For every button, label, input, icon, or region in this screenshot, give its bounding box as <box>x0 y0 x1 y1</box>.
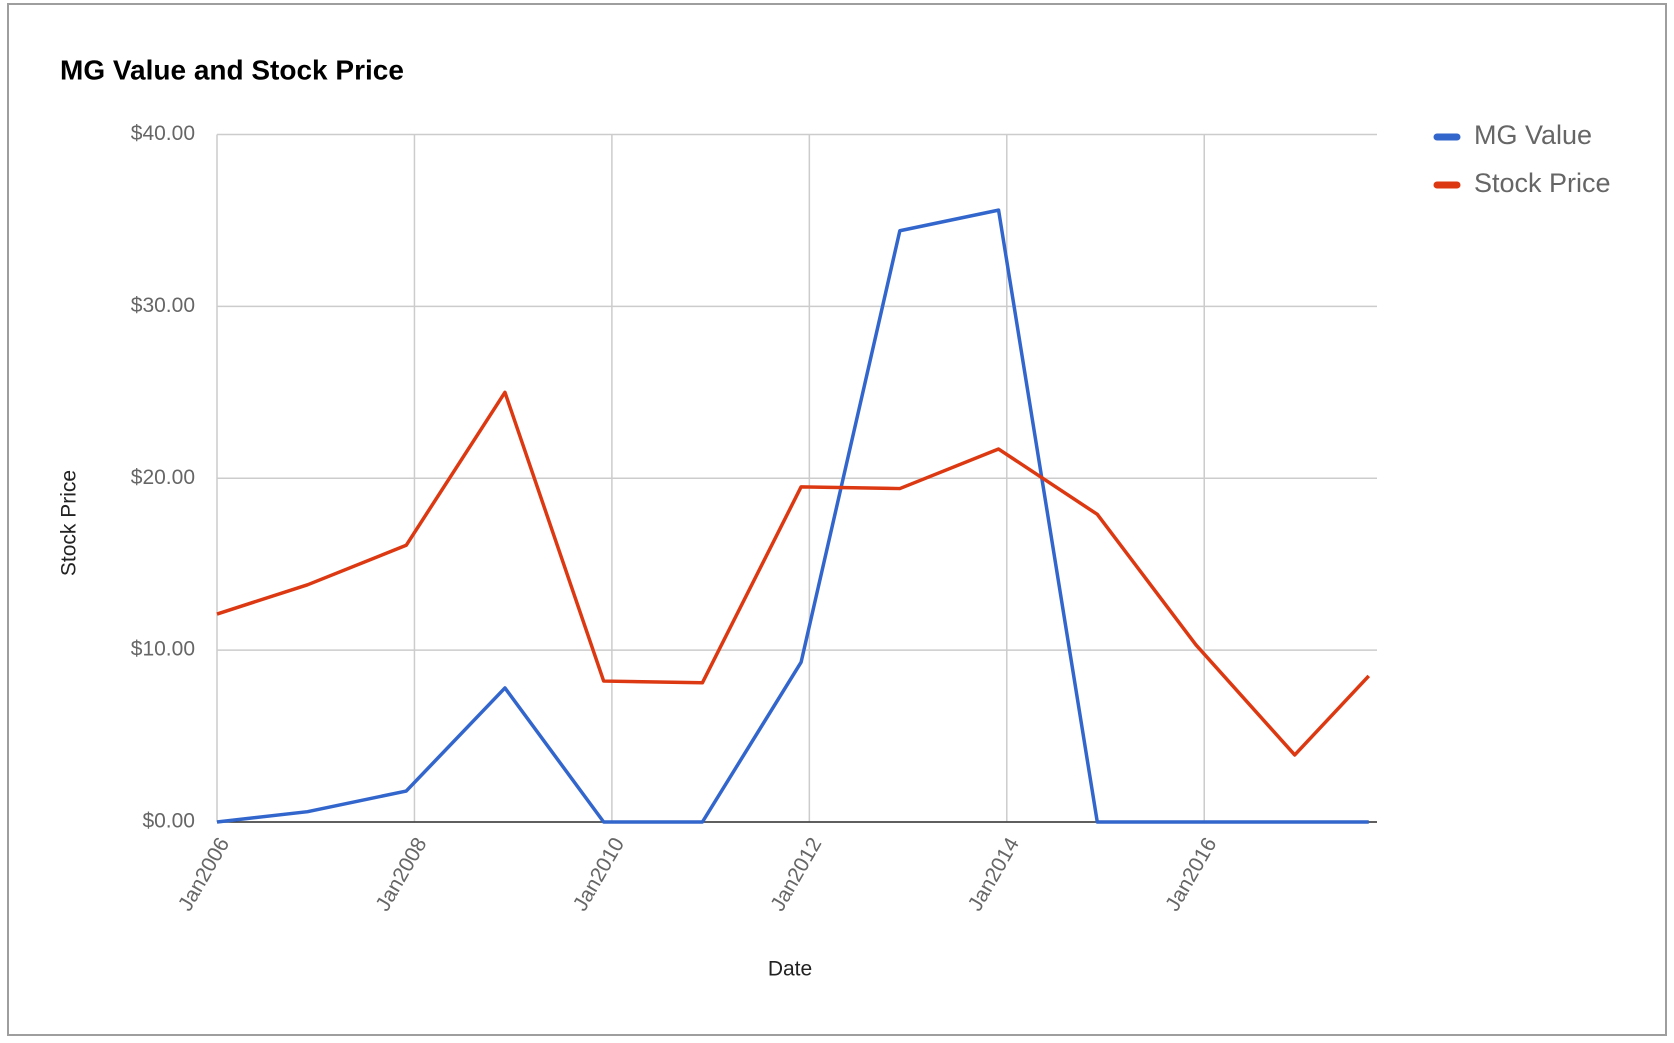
x-axis-label: Date <box>768 958 812 981</box>
y-tick-label: $0.00 <box>142 810 195 833</box>
series-line <box>216 208 1369 824</box>
y-tick-label: $40.00 <box>131 122 195 145</box>
y-axis-label: Stock Price <box>58 470 81 576</box>
legend-label: MG Value <box>1474 120 1592 150</box>
y-tick-label: $30.00 <box>131 294 195 317</box>
series-line <box>216 390 1371 757</box>
legend-label: Stock Price <box>1474 168 1611 198</box>
y-tick-label: $20.00 <box>131 466 195 489</box>
y-tick-label: $10.00 <box>131 638 195 661</box>
chart-title: MG Value and Stock Price <box>60 54 404 85</box>
chart-frame <box>7 3 1667 1036</box>
